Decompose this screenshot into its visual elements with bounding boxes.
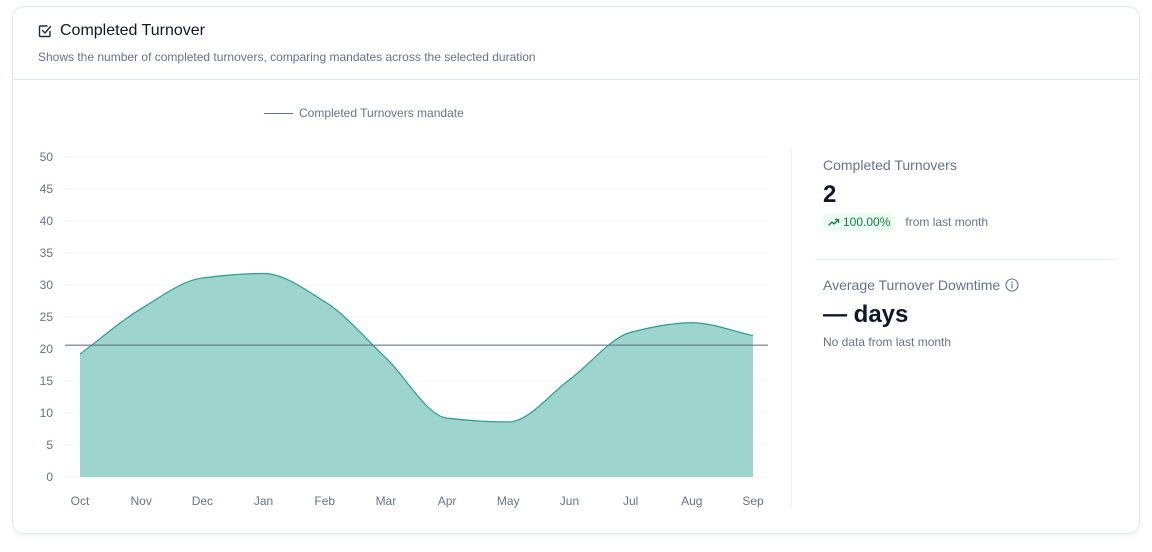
y-tick-label: 20 [40,342,54,356]
y-tick-label: 40 [40,214,54,228]
trend-badge: 100.00% [823,213,896,231]
completed-stat: Completed Turnovers 2 100.00% from last … [823,157,988,231]
card-header: Completed Turnover Shows the number of c… [13,7,1139,80]
trend-suffix: from last month [905,215,989,229]
chart-area: 0 5 10 15 20 25 30 35 40 45 50 Oct Nov Dec Jan Feb Mar Ap… [13,80,791,530]
y-tick-label: 30 [40,278,54,292]
x-tick-label: Apr [438,494,457,508]
y-tick-label: 25 [40,310,54,324]
downtime-label-text: Average Turnover Downtime [823,277,1001,293]
completed-stat-value: 2 [823,181,837,208]
x-tick-label: May [497,494,520,508]
info-icon[interactable] [1005,278,1019,292]
trend-value: 100.00% [843,215,891,229]
y-tick-label: 45 [40,182,54,196]
legend-label-mandate: Completed Turnovers mandate [299,106,464,120]
y-tick-label: 10 [40,406,54,420]
x-tick-label: Jul [623,494,638,508]
x-tick-label: Jan [254,494,273,508]
x-tick-label: Dec [192,494,213,508]
vertical-divider [791,147,792,509]
area-chart: 0 5 10 15 20 25 30 35 40 45 50 Oct Nov Dec Jan Feb Mar Ap… [40,150,768,508]
y-tick-label: 0 [46,470,53,484]
downtime-stat-value: — days [823,301,909,328]
horizontal-divider [815,259,1116,260]
completed-turnover-card: Completed Turnover Shows the number of c… [12,6,1140,534]
card-title: Completed Turnover [60,22,205,39]
x-tick-label: Aug [681,494,702,508]
chart-legend[interactable]: Completed Turnovers mandate [264,106,464,120]
y-tick-label: 15 [40,374,54,388]
area-fill-completed-turnovers [80,273,753,477]
legend-swatch-mandate [264,112,293,114]
x-tick-label: Feb [314,494,335,508]
trend-row: 100.00% from last month [823,213,988,231]
y-tick-label: 5 [46,438,53,452]
downtime-stat-label: Average Turnover Downtime [823,277,1123,293]
x-tick-label: Jun [560,494,579,508]
title-row: Completed Turnover [38,22,205,40]
card-subtitle: Shows the number of completed turnovers,… [38,50,536,64]
x-tick-label: Mar [376,494,397,508]
area-line-completed-turnovers [79,272,754,423]
y-tick-label: 50 [40,150,54,164]
x-tick-label: Nov [131,494,152,508]
x-tick-label: Oct [71,494,90,508]
trending-up-icon [828,218,840,226]
y-tick-label: 35 [40,246,54,260]
completed-stat-label: Completed Turnovers [823,157,957,173]
downtime-stat: Average Turnover Downtime — days No data… [823,277,1123,349]
checkbox-checked-icon [38,25,52,38]
downtime-note: No data from last month [823,335,952,349]
x-tick-label: Sep [742,494,764,508]
